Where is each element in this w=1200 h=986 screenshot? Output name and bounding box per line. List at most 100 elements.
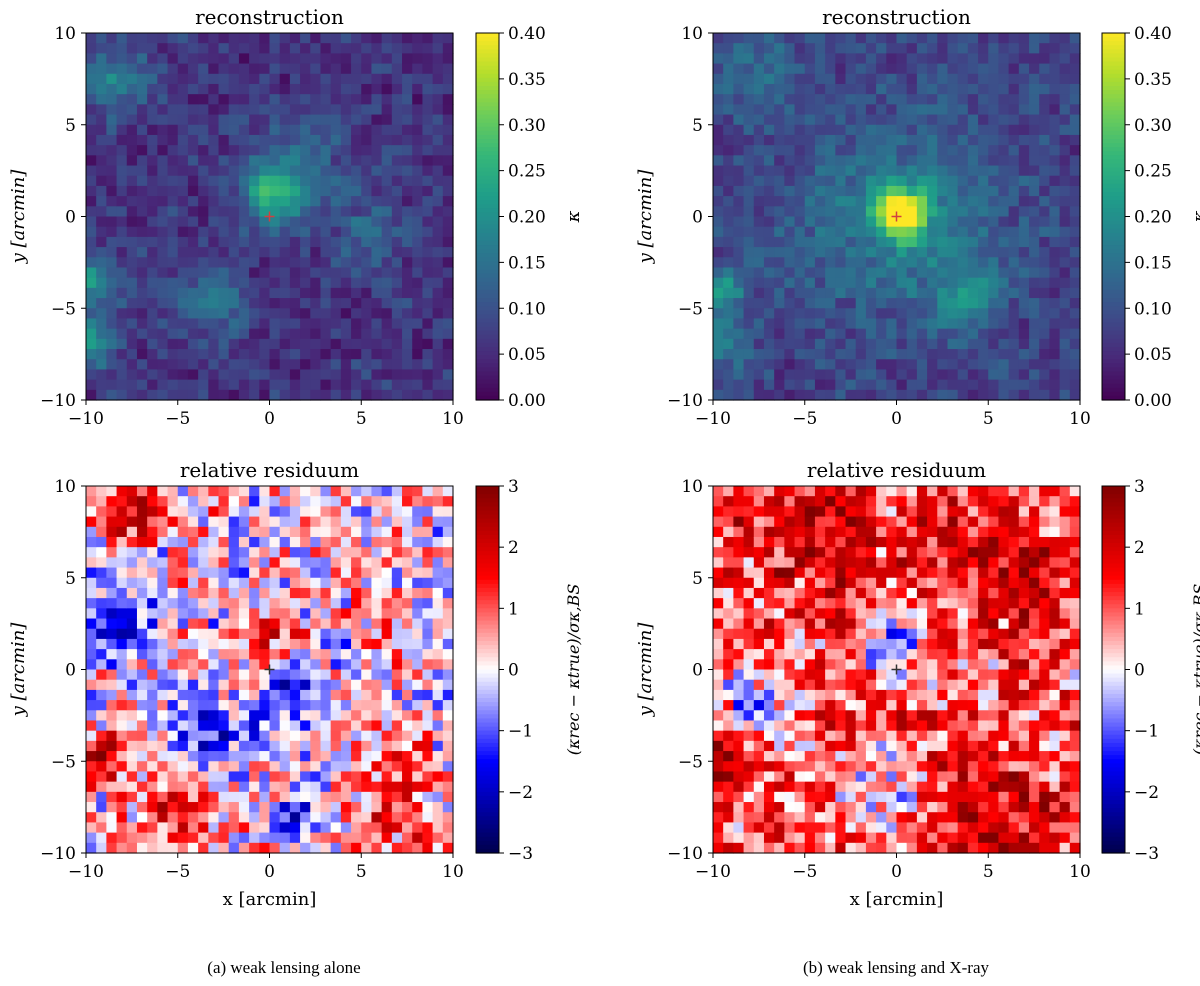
heatmap-cell [218,63,230,75]
heatmap-cell [218,567,230,579]
heatmap-cell [763,267,775,279]
heatmap-cell [845,842,857,854]
heatmap-cell [198,104,209,116]
heatmap-cell [157,659,169,671]
heatmap-cell [412,216,424,228]
heatmap-cell [259,771,271,783]
heatmap-cell [845,761,857,773]
heatmap-cell [330,587,342,599]
heatmap-cell [835,577,847,589]
colorbar-step [476,592,499,597]
heatmap-cell [391,277,403,289]
heatmap-cell [238,689,250,701]
heatmap-cell [218,257,230,269]
colorbar-step [1102,163,1125,169]
heatmap-cell [814,710,826,722]
heatmap-cell [340,145,352,156]
heatmap-cell [784,547,796,558]
heatmap-cell [1049,134,1061,146]
heatmap-cell [845,389,857,401]
heatmap-cell [835,730,847,742]
heatmap-cell [937,53,949,65]
heatmap-cell [126,496,138,507]
heatmap-cell [157,536,169,548]
heatmap-cell [845,308,857,320]
heatmap-cell [320,165,332,177]
heatmap-cell [978,257,989,269]
heatmap-cell [753,114,765,126]
heatmap-cell [916,287,928,299]
heatmap-cell [320,318,332,330]
heatmap-cell [967,63,979,75]
heatmap-cell [330,247,342,258]
colorbar-tick-label: 0.00 [508,391,546,411]
heatmap-cell [228,812,240,824]
heatmap-cell [422,506,434,518]
heatmap-cell [1008,83,1020,95]
colorbar-step [476,657,499,662]
colorbar-step [476,175,499,181]
heatmap-cell [1039,175,1051,187]
heatmap-cell [1018,379,1030,391]
heatmap-cell [136,710,148,722]
heatmap-cell [743,43,755,54]
heatmap-cell [794,247,806,258]
heatmap-cell [876,628,887,640]
heatmap-cell [340,114,352,126]
heatmap-cell [733,298,745,309]
heatmap-cell [371,298,383,309]
heatmap-cell [187,587,199,599]
heatmap-cell [835,196,847,207]
heatmap-cell [330,700,342,711]
heatmap-cell [432,196,444,207]
heatmap-cell [208,832,220,844]
heatmap-cell [814,145,826,156]
heatmap-cell [814,822,826,834]
heatmap-cell [300,730,311,742]
heatmap-cell [86,771,97,783]
heatmap-cell [177,94,189,105]
colorbar-step [476,245,499,250]
heatmap-cell [371,33,383,44]
colorbar-step [476,661,499,667]
heatmap-cell [794,598,806,609]
heatmap-cell [845,247,857,258]
heatmap-cell [814,567,826,579]
heatmap-cell [96,124,107,136]
heatmap-cell [269,751,281,762]
heatmap-cell [784,781,796,793]
heatmap-cell [947,277,959,289]
heatmap-cell [310,781,322,793]
heatmap-cell [96,155,107,167]
heatmap-cell [238,547,250,558]
heatmap-cell [361,328,373,340]
heatmap-cell [351,33,362,44]
heatmap-cell [753,155,765,167]
heatmap-cell [1069,216,1081,228]
heatmap-cell [269,267,281,279]
colorbar-step [476,775,499,781]
heatmap-cell [116,257,128,269]
heatmap-cell [310,598,322,609]
heatmap-cell [713,53,724,65]
heatmap-cell [391,486,403,497]
heatmap-cell [340,277,352,289]
heatmap-cell [320,349,332,360]
heatmap-cell [116,43,128,54]
heatmap-cell [86,740,97,752]
heatmap-cell [743,516,755,528]
heatmap-cell [825,114,836,126]
heatmap-cell [269,628,281,640]
heatmap-cell [340,257,352,269]
heatmap-cell [1049,104,1061,116]
heatmap-cell [187,175,199,187]
heatmap-cell [157,369,169,381]
heatmap-cell [763,318,775,330]
heatmap-cell [906,577,918,589]
heatmap-cell [361,628,373,640]
heatmap-cell [916,134,928,146]
heatmap-cell [845,226,857,238]
heatmap-cell [330,649,342,660]
heatmap-cell [1059,236,1071,248]
heatmap-cell [340,628,352,640]
